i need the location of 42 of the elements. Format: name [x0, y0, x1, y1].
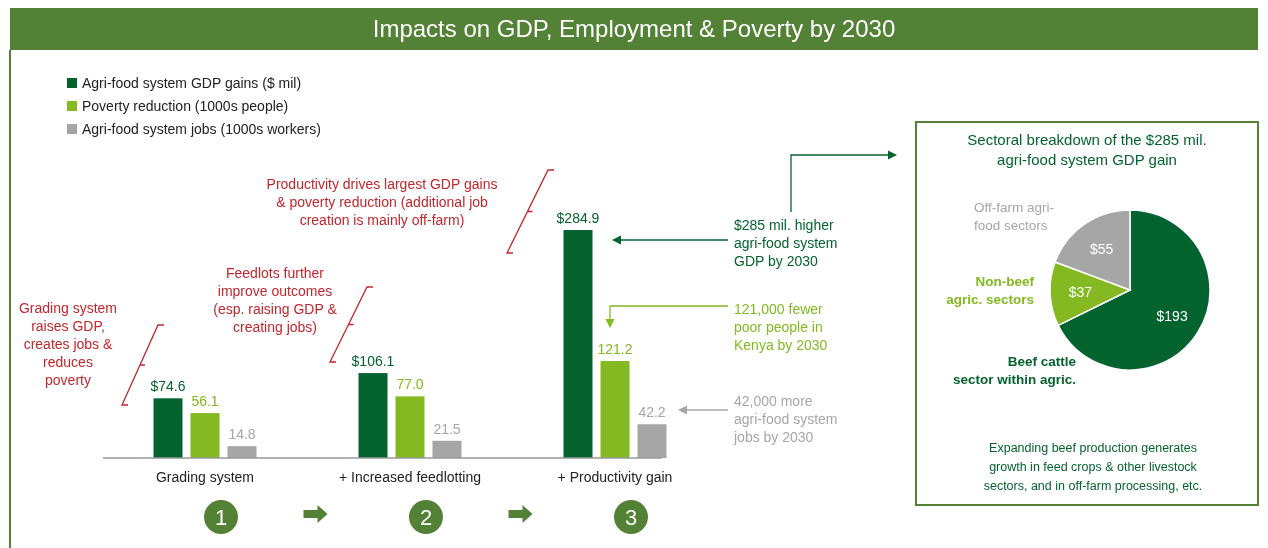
annotation: Grading system raises GDP, creates jobs & reduces poverty — [18, 300, 118, 388]
bar — [563, 230, 593, 458]
data-label: $193 — [1156, 308, 1188, 325]
bar — [637, 424, 667, 458]
slice-label: Non-beef agric. sectors — [946, 274, 1035, 307]
bar — [600, 361, 630, 458]
data-label: 14.8 — [228, 426, 256, 443]
data-label: 42.2 — [638, 404, 666, 421]
bar — [432, 440, 462, 458]
slice-label: Off-farm agri- food sectors — [974, 200, 1055, 233]
text: 2 — [419, 505, 433, 530]
data-label: 21.5 — [433, 420, 461, 437]
legend-label: Poverty reduction (1000s people) — [82, 98, 289, 114]
text: $285 mil. higher agri-food system GDP by 2030 — [734, 217, 838, 269]
bar — [395, 396, 425, 458]
chart-title: Sectoral breakdown of the $285 mil. agri-food system GDP gain — [967, 131, 1207, 168]
data-label: 121.2 — [597, 341, 633, 358]
bar — [227, 446, 257, 458]
annotation: Feedlots further improve outcomes (esp. raising GDP & creating jobs) — [213, 265, 338, 335]
text: Expanding beef production generates growth in feed crops & other livestock sectors, and in off-farm processing, etc. — [983, 441, 1203, 493]
legend-label: Agri-food system jobs (1000s workers) — [82, 121, 321, 137]
data-label: $37 — [1068, 284, 1093, 301]
bar — [153, 398, 183, 458]
bar — [190, 413, 220, 458]
data-label: $284.9 — [556, 210, 600, 226]
data-label: 56.1 — [191, 393, 219, 410]
text: 121,000 fewer poor people in Kenya by 2030 — [734, 301, 828, 353]
data-label: $55 — [1090, 241, 1114, 258]
data-label: 77.0 — [396, 376, 424, 393]
chart-title: Impacts on GDP, Employment & Poverty by 2030 — [372, 15, 896, 42]
text: 1 — [214, 505, 228, 530]
slice-label: Beef cattle sector within agric. — [952, 354, 1077, 387]
x-tick-label: + Increased feedlotting — [338, 469, 482, 485]
x-tick-label: + Productivity gain — [557, 469, 673, 485]
text: 3 — [624, 505, 638, 530]
data-label: $106.1 — [351, 353, 395, 370]
text: 42,000 more agri-food system jobs by 2030 — [733, 393, 838, 445]
data-label: $74.6 — [150, 378, 186, 395]
x-tick-label: Grading system — [155, 469, 255, 485]
text: Productivity drives largest GDP gains & poverty reduction (additional job creation is mainly off-farm) — [266, 176, 498, 228]
bar — [358, 373, 388, 458]
legend-label: Agri-food system GDP gains ($ mil) — [82, 75, 302, 91]
